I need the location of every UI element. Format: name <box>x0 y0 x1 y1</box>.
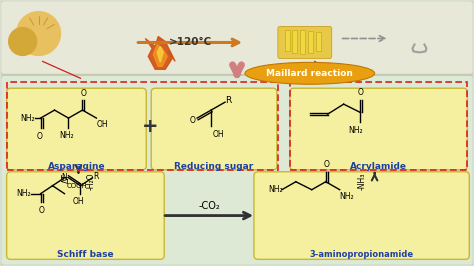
Text: R: R <box>93 172 99 181</box>
Text: NH₂: NH₂ <box>59 131 74 140</box>
FancyBboxPatch shape <box>308 31 313 53</box>
Text: O: O <box>81 89 86 98</box>
Text: NH₂: NH₂ <box>348 126 363 135</box>
Text: Schiff base: Schiff base <box>57 250 114 259</box>
Polygon shape <box>145 36 175 69</box>
Text: O: O <box>324 160 330 169</box>
FancyBboxPatch shape <box>254 172 469 259</box>
FancyBboxPatch shape <box>7 172 164 259</box>
Text: -NH₃: -NH₃ <box>357 173 366 190</box>
Text: +: + <box>142 117 158 136</box>
FancyBboxPatch shape <box>0 75 474 265</box>
Polygon shape <box>157 47 163 62</box>
Circle shape <box>17 12 61 55</box>
Text: OH: OH <box>213 130 225 139</box>
Text: R: R <box>225 96 231 105</box>
FancyBboxPatch shape <box>7 88 146 170</box>
FancyBboxPatch shape <box>151 88 277 170</box>
Text: NH₂: NH₂ <box>21 114 35 123</box>
Ellipse shape <box>245 62 374 84</box>
Text: O: O <box>189 115 195 124</box>
FancyBboxPatch shape <box>278 27 332 59</box>
Text: ΔT: ΔT <box>62 173 71 183</box>
Polygon shape <box>153 44 167 66</box>
Text: O: O <box>39 206 45 215</box>
Text: OH: OH <box>73 197 84 206</box>
Text: NH₂: NH₂ <box>268 185 283 194</box>
Text: N: N <box>62 173 67 182</box>
FancyBboxPatch shape <box>316 32 321 51</box>
Text: Asparagine: Asparagine <box>48 162 105 171</box>
Text: O: O <box>36 132 43 141</box>
Text: -H₂O: -H₂O <box>86 173 95 190</box>
Circle shape <box>9 28 36 55</box>
Text: COOH: COOH <box>66 183 87 189</box>
Text: Maillard reaction: Maillard reaction <box>266 69 353 78</box>
Text: NH₂: NH₂ <box>17 189 31 198</box>
Text: 3-aminopropionamide: 3-aminopropionamide <box>310 250 414 259</box>
FancyBboxPatch shape <box>285 30 290 51</box>
Text: Acrylamide: Acrylamide <box>350 162 407 171</box>
Text: OH: OH <box>96 120 108 129</box>
FancyBboxPatch shape <box>290 88 467 170</box>
Text: -CO₂: -CO₂ <box>198 201 220 211</box>
Text: NH₂: NH₂ <box>340 192 355 201</box>
Text: >120°C: >120°C <box>169 38 212 47</box>
Text: Reducing sugar: Reducing sugar <box>174 162 254 171</box>
FancyBboxPatch shape <box>292 30 297 53</box>
Text: O: O <box>358 88 364 97</box>
FancyBboxPatch shape <box>300 30 305 55</box>
FancyBboxPatch shape <box>0 1 474 74</box>
